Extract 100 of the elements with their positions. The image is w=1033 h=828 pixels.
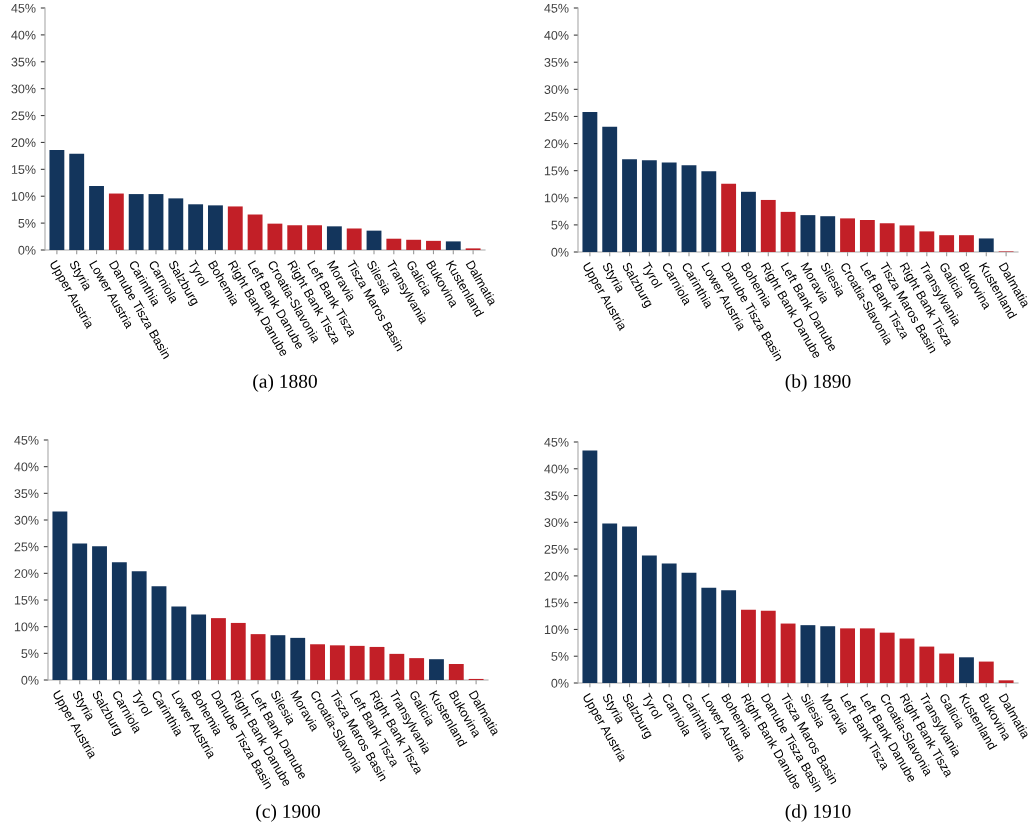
bar: [72, 543, 88, 680]
bar: [329, 645, 345, 680]
bar: [641, 160, 657, 252]
bar: [582, 450, 598, 683]
y-tick-label: 20%: [14, 569, 39, 578]
bar: [879, 223, 895, 252]
bar: [366, 230, 382, 250]
y-tick-label: 5%: [18, 218, 36, 228]
bar: [820, 216, 836, 252]
bar: [310, 644, 325, 680]
text: (b) 1890: [785, 374, 851, 392]
bar: [168, 198, 184, 250]
y-tick-label: 35%: [11, 57, 36, 67]
y-tick-label: 20%: [544, 139, 569, 149]
bar: [349, 645, 365, 680]
y-tick-label: 0%: [18, 245, 36, 255]
bar: [290, 637, 306, 680]
bar: [270, 635, 286, 680]
bar: [760, 199, 776, 252]
bar: [326, 226, 342, 250]
bar: [721, 590, 737, 683]
bar: [52, 511, 68, 680]
y-tick-label: 35%: [544, 58, 569, 67]
y-tick-label: 35%: [14, 489, 39, 498]
y-tick-label: 15%: [14, 595, 39, 605]
y-tick-label: 25%: [14, 542, 39, 552]
y-tick-label: 45%: [14, 435, 39, 445]
y-tick-label: 45%: [11, 3, 36, 13]
bar: [128, 194, 144, 250]
bar: [89, 186, 104, 250]
bar: [426, 240, 441, 250]
bar: [899, 225, 915, 252]
y-tick-label: 5%: [551, 652, 569, 661]
bar: [840, 628, 855, 683]
bar: [741, 191, 756, 252]
y-tick-label: 15%: [544, 166, 569, 176]
bar: [939, 653, 955, 683]
y-tick-label: 10%: [11, 192, 36, 201]
y-tick-label: 45%: [544, 437, 569, 447]
bar: [641, 555, 657, 683]
bar: [661, 563, 677, 683]
bar: [602, 523, 618, 683]
bar: [681, 572, 697, 683]
bar: [800, 215, 816, 252]
bar: [151, 586, 167, 680]
bar: [681, 165, 697, 252]
y-tick-label: 20%: [11, 138, 36, 148]
y-tick-label: 15%: [544, 598, 569, 608]
bar: [148, 194, 164, 250]
bar: [701, 587, 717, 683]
bar: [227, 206, 243, 250]
y-tick-label: 5%: [551, 220, 569, 230]
y-tick-label: 0%: [551, 247, 569, 257]
bar: [859, 220, 875, 252]
bar: [899, 638, 915, 683]
bar: [919, 646, 935, 683]
y-tick-label: 40%: [544, 464, 569, 474]
bar: [602, 126, 618, 252]
y-tick-label: 15%: [11, 165, 36, 174]
bar: [582, 112, 598, 252]
y-tick-label: 40%: [11, 30, 36, 40]
bar: [250, 634, 266, 680]
y-tick-label: 20%: [544, 571, 569, 581]
bar: [622, 526, 637, 683]
y-tick-label: 30%: [544, 85, 569, 94]
bar: [445, 241, 461, 250]
y-tick-label: 30%: [544, 518, 569, 527]
y-tick-label: 25%: [544, 544, 569, 554]
y-tick-label: 10%: [544, 625, 569, 635]
y-tick-label: 25%: [11, 111, 36, 121]
bar: [230, 622, 246, 680]
bar: [208, 205, 223, 250]
bar: [191, 614, 207, 680]
bar: [49, 149, 65, 250]
bar: [287, 225, 303, 250]
bar: [131, 571, 147, 680]
bar: [108, 193, 124, 250]
bar: [346, 228, 362, 250]
bar: [409, 658, 425, 680]
bar: [780, 623, 796, 683]
y-tick-label: 10%: [14, 622, 39, 632]
bar: [661, 162, 677, 252]
bar: [879, 632, 895, 683]
y-tick-label: 25%: [544, 112, 569, 122]
bar: [939, 235, 955, 252]
bar: [721, 183, 737, 252]
bar: [247, 214, 263, 250]
bar: [369, 646, 385, 680]
bar: [859, 628, 875, 683]
bar: [69, 153, 85, 250]
y-tick-label: 40%: [544, 30, 569, 40]
bar: [998, 680, 1014, 683]
bar: [820, 626, 836, 683]
bar: [267, 223, 283, 250]
bar: [760, 610, 776, 683]
bar: [171, 606, 187, 680]
y-tick-label: 5%: [21, 649, 39, 658]
bar: [211, 618, 226, 680]
bar: [389, 653, 405, 680]
text: (d) 1910: [785, 804, 851, 822]
